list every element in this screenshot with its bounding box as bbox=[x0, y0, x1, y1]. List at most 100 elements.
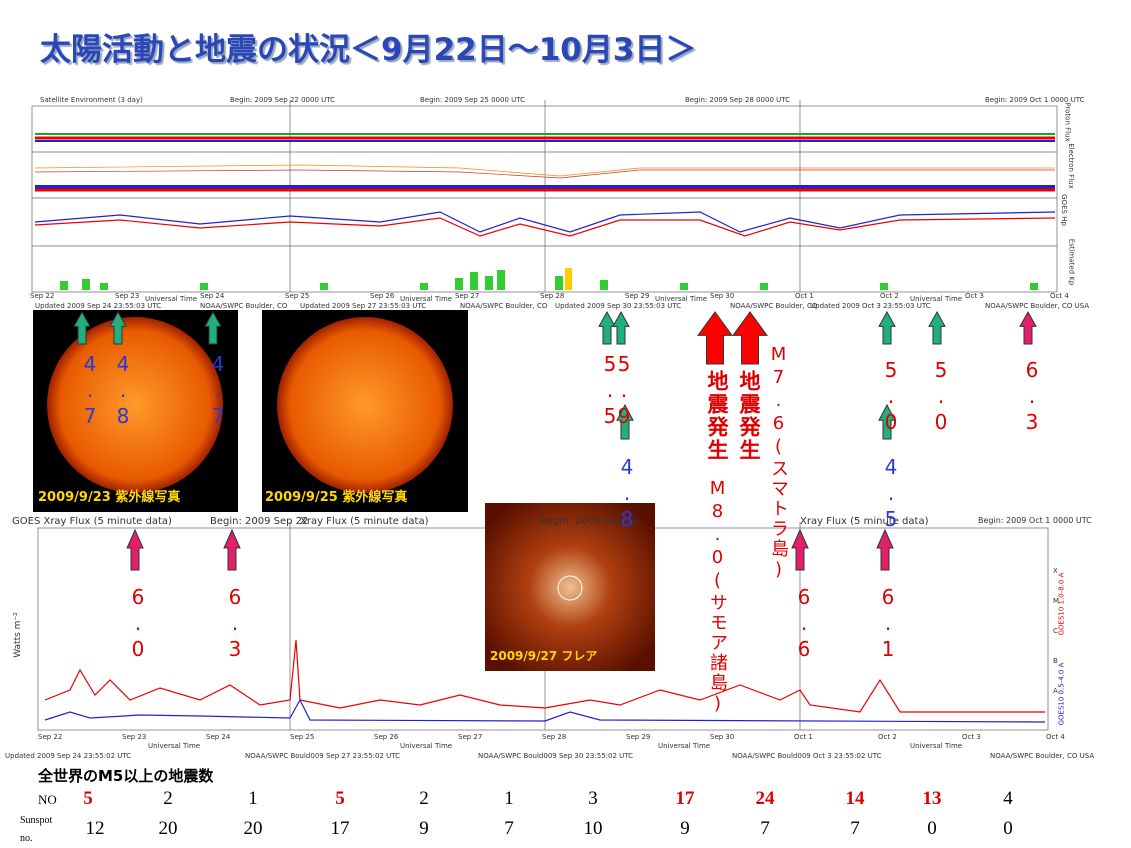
magnitude: 4.7 bbox=[78, 352, 102, 430]
x-tick-label: Sep 24 bbox=[206, 733, 231, 741]
sunspot-count: 20 bbox=[158, 818, 178, 839]
plot-header: Begin: 2009 Sep 28 0000 UTC bbox=[685, 96, 791, 104]
photo-caption: 2009/9/23 紫外線写真 bbox=[38, 490, 181, 505]
arrow bbox=[791, 528, 809, 571]
earthquake-count: 2 bbox=[419, 788, 429, 809]
earthquake-count: 14 bbox=[845, 788, 865, 809]
axis-label: Universal Time bbox=[400, 295, 453, 303]
sun-photo bbox=[33, 310, 468, 512]
x-tick-label: Oct 1 bbox=[794, 733, 813, 741]
class-label: B bbox=[1053, 657, 1058, 665]
magnitude: 6.1 bbox=[876, 585, 900, 663]
x-tick-label: Sep 30 bbox=[710, 292, 735, 300]
quake-detail: M7.6(スマトラ島) bbox=[768, 344, 789, 582]
x-tick-label: Oct 4 bbox=[1050, 292, 1069, 300]
sunspot-count: 0 bbox=[1003, 818, 1013, 839]
magnitude: 4.5 bbox=[879, 455, 903, 533]
x-tick-label: Oct 1 bbox=[795, 292, 814, 300]
axis-label: Universal Time bbox=[148, 742, 201, 750]
plot-footer: Updated 2009 Sep 24 23:55:02 UTC bbox=[5, 752, 132, 760]
quake-detail: M8.0(サモア諸島) bbox=[707, 478, 728, 716]
plot-footer: NOAA/SWPC Boulder, CO USA bbox=[990, 752, 1095, 760]
x-tick-label: Sep 29 bbox=[626, 733, 651, 741]
plot-footer: NOAA/SWPC Boulder, CO USA bbox=[985, 302, 1090, 310]
x-tick-label: Sep 28 bbox=[542, 733, 567, 741]
x-tick-label: Sep 22 bbox=[30, 292, 55, 300]
arrow bbox=[126, 528, 144, 571]
earthquake-count: 1 bbox=[504, 788, 514, 809]
class-label: C bbox=[1053, 627, 1058, 635]
panel-label: Proton Flux bbox=[1063, 102, 1072, 142]
earthquake-count: 1 bbox=[248, 788, 258, 809]
x-tick-label: Oct 4 bbox=[1046, 733, 1065, 741]
x-tick-label: Oct 2 bbox=[878, 733, 897, 741]
magnitude: 4.7 bbox=[206, 352, 230, 430]
plot-header: Begin: 2009 Sep 22 bbox=[210, 516, 309, 527]
x-tick-label: Sep 26 bbox=[374, 733, 399, 741]
magnitude: 6.6 bbox=[792, 585, 816, 663]
earthquake-count: 4 bbox=[1003, 788, 1013, 809]
y-axis-label: Watts m⁻² bbox=[12, 612, 23, 658]
x-tick-label: Sep 27 bbox=[458, 733, 483, 741]
earthquake-count: 17 bbox=[675, 788, 695, 809]
arrow bbox=[223, 528, 241, 571]
magnitude: 5.0 bbox=[929, 358, 953, 436]
class-label: A bbox=[1053, 687, 1058, 695]
sunspot-count: 9 bbox=[419, 818, 429, 839]
sunspot-count: 0 bbox=[927, 818, 937, 839]
axis-label: Universal Time bbox=[655, 295, 708, 303]
plot-footer: Updated 2009 Sep 24 23:55:03 UTC bbox=[35, 302, 162, 310]
quake-label: 地震発生 bbox=[737, 370, 761, 462]
x-tick-label: Sep 26 bbox=[370, 292, 395, 300]
class-label: M bbox=[1053, 597, 1060, 605]
plot-header: Begin: 2009 Oct 1 0000 UTC bbox=[978, 516, 1092, 525]
x-tick-label: Sep 25 bbox=[285, 292, 310, 300]
earthquake-count: 5 bbox=[83, 788, 93, 809]
sunspot-count: 17 bbox=[330, 818, 350, 839]
earthquake-count: 2 bbox=[163, 788, 173, 809]
magnitude: 6.0 bbox=[126, 585, 150, 663]
magnitude: 6.3 bbox=[1020, 358, 1044, 436]
arrow bbox=[928, 310, 946, 345]
right-label: GOES10 1.0-8.0 A bbox=[1057, 572, 1066, 636]
sunspot-count: 7 bbox=[504, 818, 514, 839]
plot-header: Xray Flux (5 minute data) bbox=[800, 516, 929, 527]
plot-header: Begin: 2009 Oct 1 0000 UTC bbox=[985, 96, 1085, 104]
plot-footer: NOAA/SWPC Bould009 Sep 27 23:55:02 UTC bbox=[245, 752, 401, 760]
panel-label: Electron Flux bbox=[1066, 143, 1075, 189]
sunspot-count: 12 bbox=[85, 818, 105, 839]
plot-footer: Updated 2009 Sep 30 23:55:03 UTC bbox=[555, 302, 682, 310]
x-tick-label: Oct 3 bbox=[962, 733, 981, 741]
arrow bbox=[109, 310, 127, 345]
earthquake-count: 5 bbox=[335, 788, 345, 809]
magnitude: 5.5 bbox=[598, 352, 622, 430]
plot-footer: NOAA/SWPC Bould009 Sep 30 23:55:02 UTC bbox=[478, 752, 634, 760]
plot-header: Begin: 2009 Sep 25 0000 UTC bbox=[420, 96, 526, 104]
row-label: Sunspot no. bbox=[20, 815, 53, 844]
plot-footer: Updated 2009 Sep 27 23:55:03 UTC bbox=[300, 302, 427, 310]
sunspot-count: 7 bbox=[850, 818, 860, 839]
magnitude: 6.3 bbox=[223, 585, 247, 663]
earthquake-count: 24 bbox=[755, 788, 775, 809]
plot-footer: NOAA/SWPC Boulder, CO bbox=[200, 302, 288, 310]
x-tick-label: Sep 28 bbox=[540, 292, 565, 300]
title: 太陽活動と地震の状況＜9月22日～10月3日＞ bbox=[40, 32, 697, 68]
arrow bbox=[878, 403, 896, 440]
table-title: 全世界のM5以上の地震数 bbox=[38, 767, 214, 785]
arrow bbox=[73, 310, 91, 345]
magnitude: 5.0 bbox=[879, 358, 903, 436]
axis-label: Universal Time bbox=[400, 742, 453, 750]
x-tick-label: Sep 27 bbox=[455, 292, 480, 300]
axis-label: Universal Time bbox=[145, 295, 198, 303]
x-tick-label: Sep 30 bbox=[710, 733, 735, 741]
photo-caption: 2009/9/27 フレア bbox=[490, 649, 598, 663]
x-tick-label: Sep 23 bbox=[115, 292, 140, 300]
x-tick-label: Oct 2 bbox=[880, 292, 899, 300]
x-tick-label: Sep 25 bbox=[290, 733, 315, 741]
plot-header: Satellite Environment (3 day) bbox=[40, 96, 143, 104]
right-label: GOES10 0.5-4.0 A bbox=[1057, 662, 1066, 726]
x-tick-label: Oct 3 bbox=[965, 292, 984, 300]
arrow bbox=[876, 528, 894, 571]
quake-label: 地震発生 bbox=[705, 370, 729, 462]
arrows bbox=[73, 310, 1037, 571]
